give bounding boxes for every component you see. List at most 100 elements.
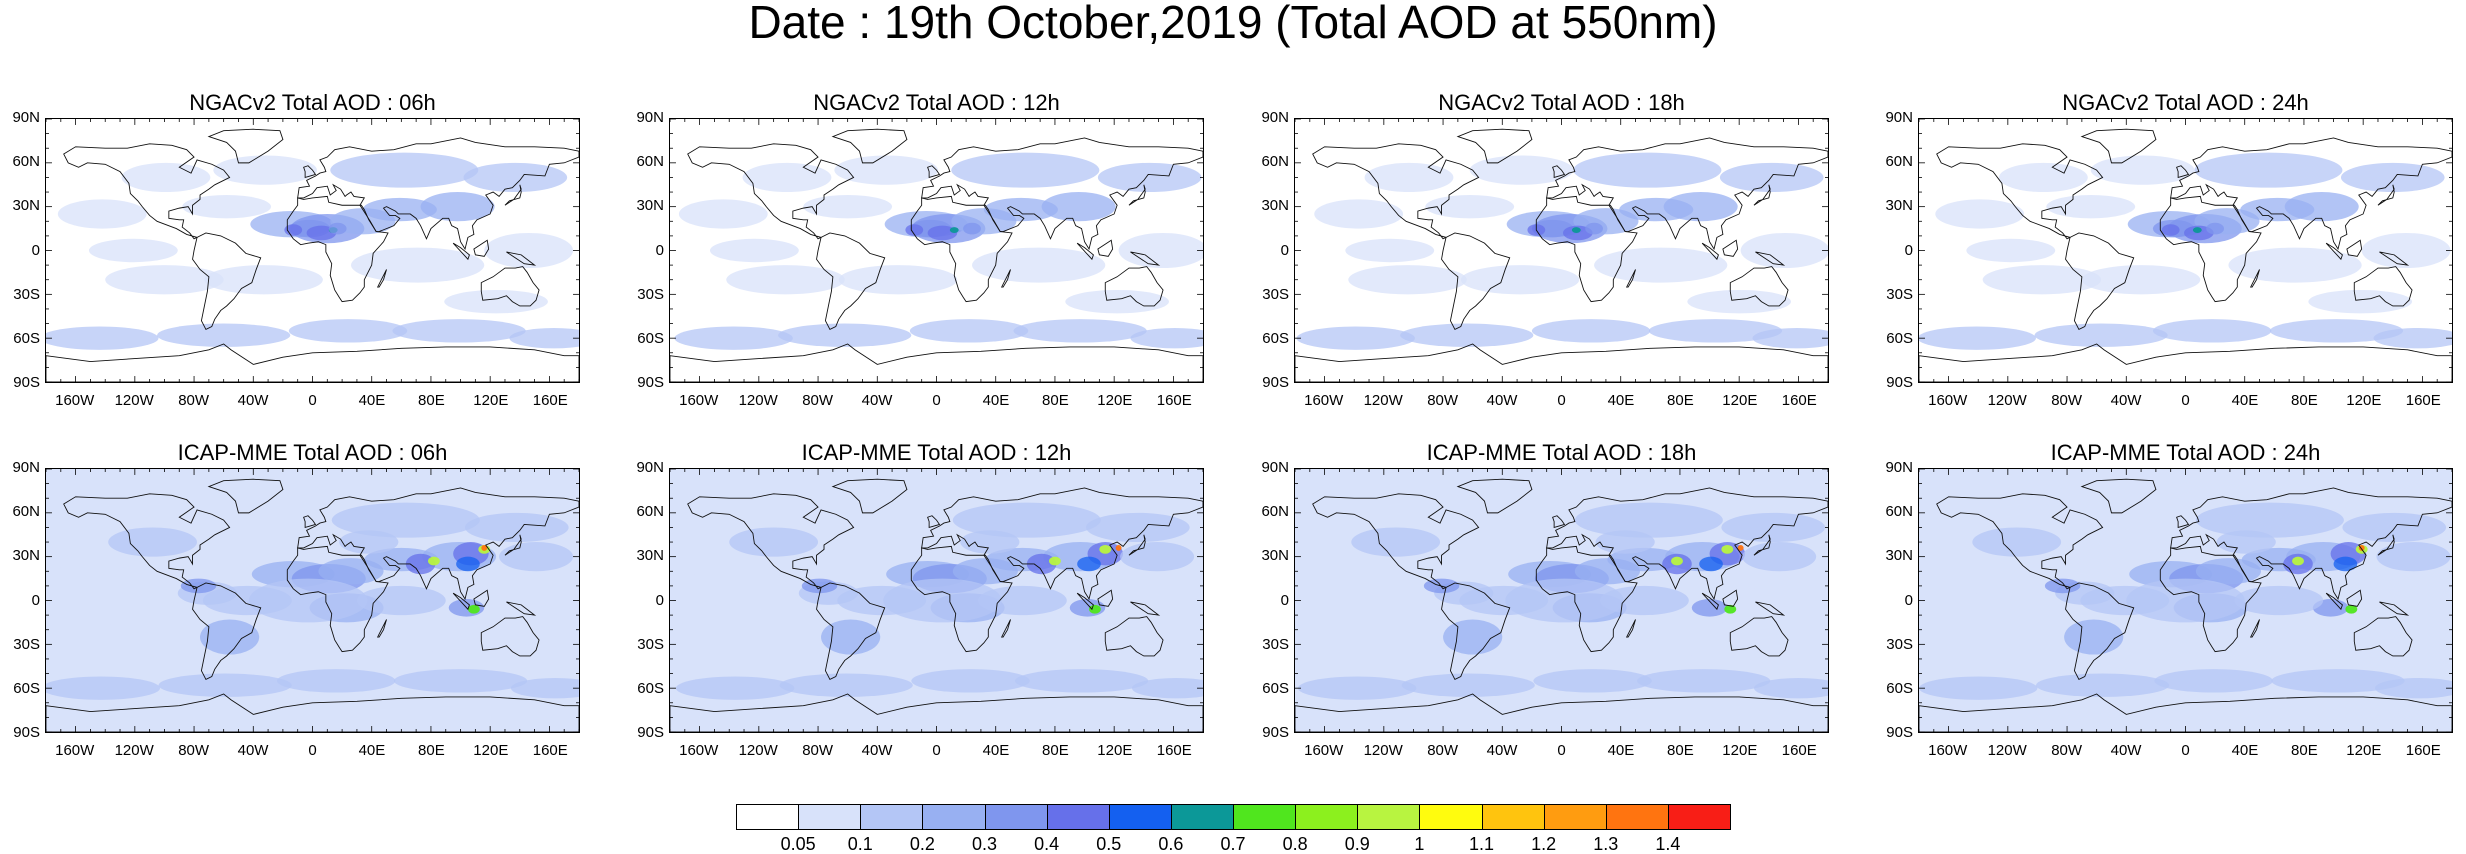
aod-plume — [1637, 669, 1771, 693]
aod-plume — [1459, 585, 1549, 616]
aod-plume — [328, 222, 347, 235]
aod-plume — [949, 227, 959, 233]
aod-plume — [2161, 224, 2180, 236]
coastline — [2170, 137, 2452, 251]
aod-plume — [1585, 222, 1603, 235]
lon-tick-label: 0 — [932, 742, 941, 759]
lat-tick-label: 90S — [637, 724, 664, 741]
aod-plume — [90, 588, 180, 613]
aod-plume — [1296, 326, 1415, 350]
aod-plume — [1400, 323, 1534, 347]
aod-plume — [1562, 225, 1593, 241]
coastline — [1456, 128, 1533, 164]
aod-plume — [1740, 232, 1828, 269]
lon-tick-label: 80W — [1427, 742, 1459, 759]
lon-tick-label: 80W — [178, 392, 210, 409]
lat-tick-label: 60S — [13, 329, 40, 347]
lon-tick-label: 80W — [2051, 742, 2083, 759]
aod-plume — [1719, 162, 1824, 193]
coastline — [452, 592, 470, 611]
map-frame — [669, 468, 1204, 733]
panel-title: ICAP-MME Total AOD : 24h — [2050, 440, 2321, 465]
coastline — [1312, 493, 1480, 590]
aod-plume — [1469, 155, 1574, 185]
aod-plume — [837, 585, 927, 616]
panel-title: NGACv2 Total AOD : 06h — [189, 90, 436, 115]
colorbar-cell — [1295, 804, 1359, 830]
lat-tick-label: 30S — [1886, 285, 1913, 303]
aod-plume — [977, 585, 1067, 616]
lon-tick-label: 0 — [308, 392, 317, 409]
lat-tick-label: 30S — [1262, 635, 1289, 653]
aod-plume — [2333, 556, 2358, 572]
aod-plume — [214, 505, 319, 535]
lon-tick-label: 160W — [1304, 742, 1344, 759]
aod-plume — [1348, 265, 1467, 295]
colorbar — [736, 804, 1731, 830]
lon-tick-label: 160E — [1781, 742, 1817, 759]
coastline — [303, 515, 317, 529]
lon-tick-label: 40W — [1486, 742, 1518, 759]
aod-plume — [927, 225, 958, 241]
aod-plume — [1671, 556, 1683, 566]
aod-plume — [803, 194, 893, 219]
aod-plume — [1120, 542, 1195, 572]
lon-tick-label: 120W — [738, 392, 778, 409]
aod-plume — [678, 199, 768, 229]
aod-plume — [88, 238, 178, 263]
colorbar-cell — [922, 804, 986, 830]
colorbar-label: 0.2 — [909, 834, 935, 854]
aod-plume — [1595, 530, 1655, 554]
coastline — [2249, 269, 2260, 288]
aod-plume — [405, 553, 436, 575]
aod-plume — [362, 197, 437, 222]
aod-plume — [1014, 669, 1149, 693]
lat-tick-label: 30S — [637, 635, 664, 653]
aod-plume — [1742, 542, 1817, 572]
lat-tick-label: 90S — [1886, 724, 1913, 741]
map-frame — [1294, 118, 1829, 383]
lat-tick-label: 90N — [636, 109, 664, 126]
coastline — [687, 493, 855, 590]
aod-plume — [1345, 238, 1435, 263]
colorbar-label: 1.4 — [1655, 834, 1681, 854]
map-panel: NGACv2 Total AOD : 18h 90N 60N 30N 0 30S 60S 90… — [1249, 90, 1829, 440]
aod-plume — [2309, 639, 2414, 664]
aod-plume — [2184, 225, 2214, 241]
aod-plume — [1721, 544, 1734, 554]
lat-tick-label: 90N — [1261, 109, 1289, 126]
aod-plume — [2361, 232, 2451, 269]
aod-plume — [1460, 265, 1580, 295]
aod-plume — [2047, 544, 2137, 569]
aod-plume — [1571, 227, 1581, 233]
lat-tick-label: 0 — [1904, 591, 1913, 609]
lon-tick-label: 80E — [1667, 392, 1694, 409]
colorbar-cell — [1357, 804, 1421, 830]
coastline — [2249, 619, 2260, 638]
lat-tick-label: 60S — [637, 329, 664, 347]
colorbar-label: 0.6 — [1158, 834, 1184, 854]
coastline — [1076, 592, 1094, 611]
aod-map — [1295, 119, 1828, 382]
aod-plume — [276, 669, 396, 693]
lon-tick-label: 160W — [55, 742, 95, 759]
aod-plume — [1919, 676, 2038, 700]
aod-plume — [2269, 319, 2404, 343]
lon-tick-label: 80W — [802, 392, 834, 409]
coastline — [670, 693, 1203, 732]
coastline — [1722, 239, 1739, 257]
aod-plume — [1998, 162, 2088, 193]
aod-plume — [1314, 199, 1404, 229]
coastline — [1000, 269, 1011, 288]
aod-plume — [444, 289, 548, 314]
lon-tick-label: 0 — [308, 742, 317, 759]
lon-tick-label: 40E — [982, 742, 1010, 759]
figure-title: Date : 19th October,2019 (Total AOD at 5… — [748, 0, 1718, 48]
lon-tick-label: 120E — [1097, 392, 1133, 409]
aod-plume — [675, 676, 795, 700]
coastline — [816, 232, 886, 330]
coastline — [1097, 589, 1114, 607]
colorbar-cell — [798, 804, 862, 830]
aod-plume — [463, 162, 568, 193]
lon-tick-label: 40E — [358, 742, 386, 759]
